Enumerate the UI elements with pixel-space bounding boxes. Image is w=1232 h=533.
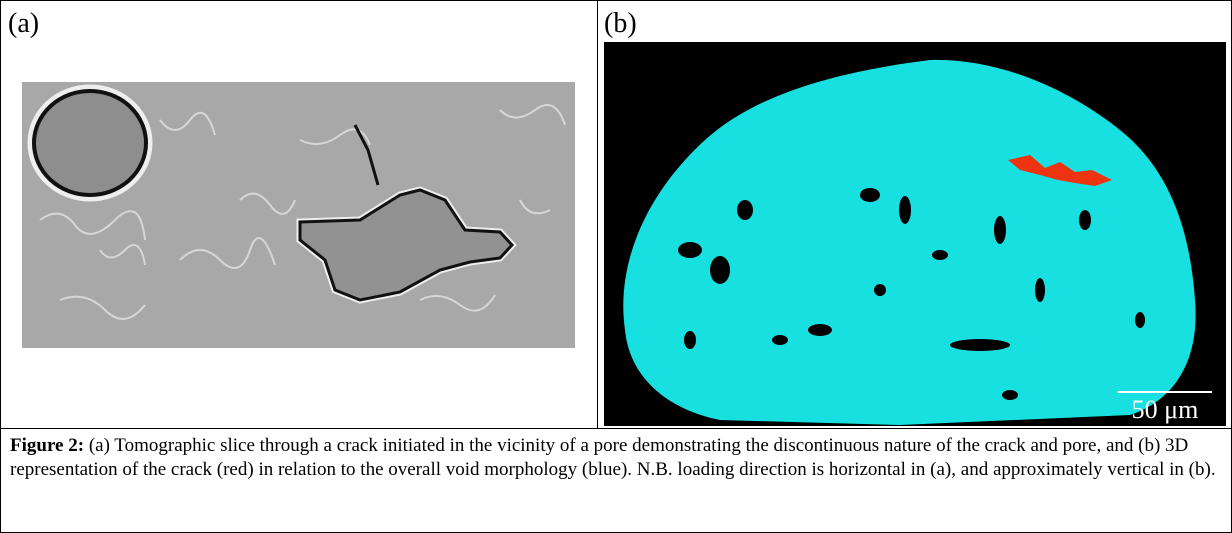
caption-text: (a) Tomographic slice through a crack in…: [10, 435, 1216, 480]
scale-bar-label: 50 μm: [1132, 395, 1199, 424]
caption-label: Figure 2:: [10, 435, 84, 456]
panel-label: (a): [8, 8, 39, 40]
caption: Figure 2: (a) Tomographic slice through …: [10, 434, 1225, 482]
panel-label: (b): [604, 8, 637, 40]
figure: 50 μm (a) (b) Figure 2: (a) Tomographic …: [0, 0, 1232, 533]
pore: [34, 91, 146, 195]
